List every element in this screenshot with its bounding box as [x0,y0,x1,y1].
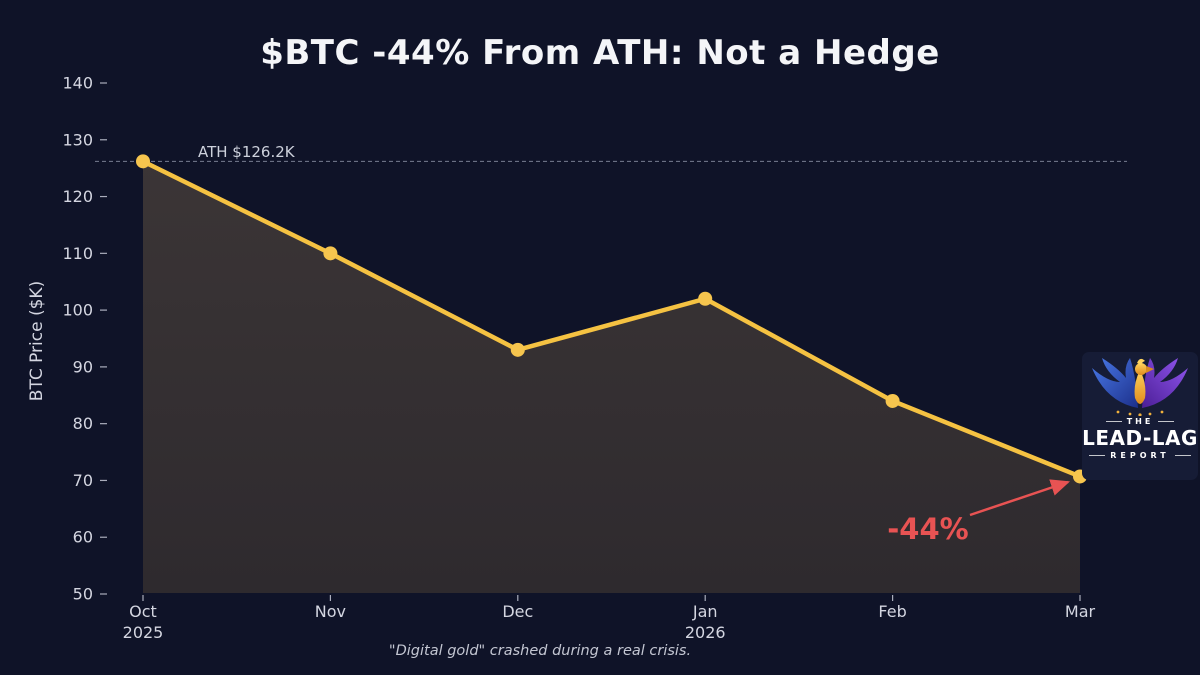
data-point-marker [136,154,150,169]
lead-lag-report-logo: THE LEAD-LAG REPORT [1082,352,1198,480]
chart-caption: "Digital gold" crashed during a real cri… [388,643,692,659]
y-tick-label: 80 [73,414,93,433]
area-fill [143,161,1080,593]
data-point-marker [698,291,713,306]
logo-report-text: REPORT [1110,451,1170,460]
x-tick-label: Mar [1065,602,1096,621]
y-tick-label: 110 [62,244,93,263]
y-tick-label: 60 [73,528,93,547]
drawdown-annotation: -44% [887,512,969,546]
y-axis-title: BTC Price ($K) [27,280,47,402]
data-point-marker [323,246,338,261]
ath-price-label: ATH $126.2K [198,143,295,161]
y-tick-label: 90 [73,357,93,376]
logo-rule-right2 [1174,455,1191,456]
y-tick-label: 70 [73,471,93,490]
logo-name-text: LEAD-LAG [1082,426,1198,450]
price-line [140,159,1083,479]
chart-title: $BTC -44% From ATH: Not a Hedge [260,33,940,73]
logo-report-row: REPORT [1082,451,1198,460]
x-tick-year-label: 2025 [123,623,164,642]
logo-the-row: THE [1082,417,1198,426]
x-tick-label: Nov [315,602,346,621]
x-tick-label: Oct [129,602,157,621]
x-tick-year-label: 2026 [685,623,726,642]
drawdown-arrow [969,479,1071,517]
x-tick-label: Feb [878,602,906,621]
y-tick-label: 120 [62,187,93,206]
phoenix-icon [1092,358,1188,416]
data-point-marker [510,342,525,357]
y-tick-label: 100 [62,301,93,320]
logo-rule-right [1158,421,1175,422]
logo-rule-left2 [1089,455,1106,456]
y-tick-label: 50 [73,585,93,604]
logo-the-text: THE [1126,417,1154,426]
logo-rule-left [1105,421,1122,422]
x-tick-label: Dec [502,602,533,621]
y-tick-label: 140 [62,74,93,93]
x-tick-label: Jan [692,602,718,621]
y-tick-label: 130 [62,130,93,149]
data-point-marker [885,393,900,408]
